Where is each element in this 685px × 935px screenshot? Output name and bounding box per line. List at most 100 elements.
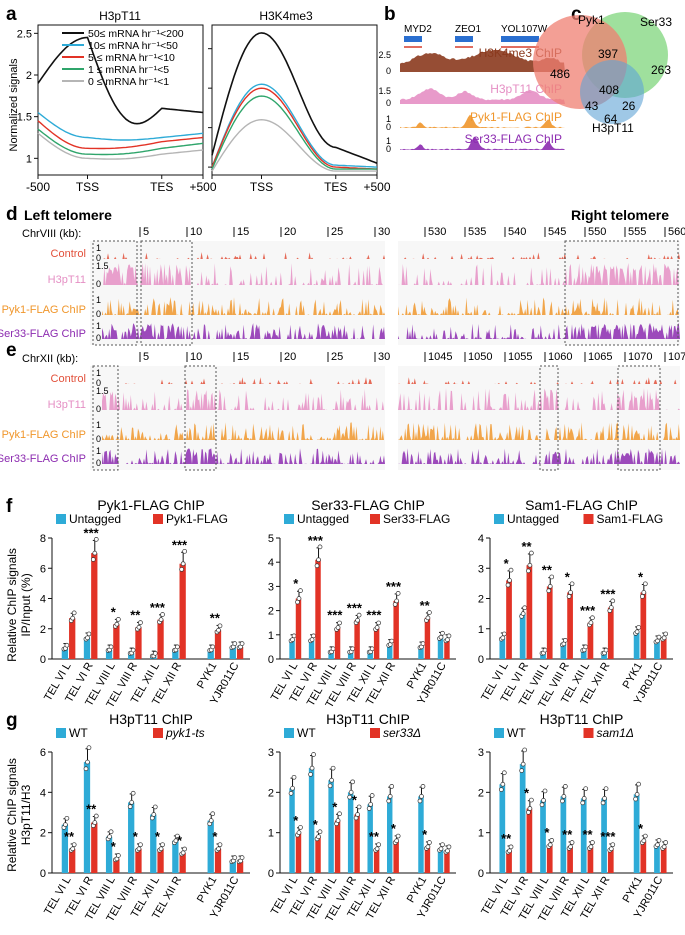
browser-track-2-label: H3pT11 — [48, 399, 86, 411]
bar-control — [172, 649, 179, 659]
bar-test — [69, 618, 76, 659]
bar-test — [113, 624, 120, 659]
axis-tick-label: 550 — [588, 226, 606, 238]
y-tick-label: 5 — [268, 533, 274, 545]
a-xtick-label: +500 — [189, 180, 216, 194]
data-point — [376, 620, 381, 626]
axis-tick-label: 535 — [468, 226, 486, 238]
y-tick-label: 0 — [478, 868, 484, 880]
data-point — [335, 625, 341, 630]
legend-label-control: WT — [507, 726, 526, 740]
bar-test — [157, 848, 164, 873]
track-zero: 0 — [386, 122, 391, 132]
y-tick-label: 1 — [268, 630, 274, 642]
browser-track-2-signal-2 — [398, 263, 680, 285]
axis-tick-label: 545 — [548, 226, 566, 238]
bar-test — [179, 563, 186, 659]
data-point — [563, 784, 568, 789]
browser-track-zero: 0 — [96, 404, 101, 414]
axis-tick-label: 15 — [237, 351, 249, 363]
browser-track-2-label: H3pT11 — [48, 274, 86, 286]
data-point — [507, 577, 512, 583]
data-point — [394, 838, 400, 844]
axis-tick-label: 10 — [190, 351, 202, 363]
bar-test — [546, 586, 553, 659]
data-point — [335, 818, 341, 823]
bar-control — [633, 794, 640, 873]
highlight-box — [184, 365, 217, 471]
y-tick-label: 2 — [268, 787, 274, 799]
data-point — [136, 846, 142, 852]
data-point — [526, 809, 531, 815]
data-point — [308, 772, 313, 777]
data-point — [327, 783, 333, 789]
bar-control — [418, 646, 424, 659]
data-point — [641, 590, 647, 595]
legend-label-test: Pyk1-FLAG — [166, 512, 228, 526]
highlight-box — [617, 365, 661, 471]
y-tick-label: 3 — [478, 747, 484, 759]
bar-test — [354, 620, 360, 659]
panel-e: ChrXII (kb): 5 10 15 20 25 30 1045 1050 1055 1060… — [0, 351, 685, 471]
data-point — [350, 779, 355, 785]
bar-test — [214, 630, 222, 659]
data-point — [309, 765, 315, 771]
browser-track-scale: 1 — [96, 243, 101, 253]
panel-f-label: f — [6, 496, 13, 517]
axis-tick-label: 530 — [428, 226, 446, 238]
data-point — [347, 794, 352, 800]
axis-tick-label: 1050 — [468, 351, 492, 363]
legend-swatch-test — [153, 728, 163, 738]
data-point — [641, 838, 647, 844]
bar-test — [135, 848, 142, 873]
data-point — [127, 804, 133, 810]
significance-stars: *** — [308, 533, 324, 548]
significance-stars: ** — [562, 827, 573, 842]
browser-track-zero: 0 — [96, 434, 101, 444]
data-point — [152, 804, 158, 810]
y-tick-label: 1 — [478, 828, 484, 840]
y-tick-label: 3 — [478, 563, 484, 575]
venn-count-ser33-only: 263 — [651, 63, 671, 77]
significance-stars: *** — [600, 829, 616, 844]
bar-chart-title: Pyk1-FLAG ChIP — [97, 497, 204, 513]
legend-label: 1 ≤ mRNA hr⁻¹<5 — [88, 64, 169, 76]
data-point — [440, 842, 445, 848]
data-point — [356, 804, 362, 810]
browser-track-1-label: Control — [51, 248, 86, 260]
bar-control — [289, 639, 295, 659]
bar-control — [633, 631, 640, 659]
bar-control — [367, 651, 373, 659]
bar-control — [105, 649, 113, 659]
significance-stars: * — [293, 576, 299, 591]
significance-stars: ** — [64, 829, 75, 844]
data-point — [70, 615, 76, 621]
axis-tick-label: 560 — [668, 226, 685, 238]
data-point — [374, 846, 380, 852]
significance-stars: * — [212, 829, 218, 844]
data-point — [656, 634, 662, 640]
bar-test — [91, 553, 98, 659]
a-ytick-label: 2.5 — [17, 28, 32, 40]
panel-a: Normalized signals H3pT11 H3K4me3 1 1.5 2 2… — [8, 9, 391, 194]
bar-test — [91, 822, 98, 873]
data-point — [602, 796, 607, 801]
data-point — [588, 620, 594, 626]
data-point — [376, 842, 381, 848]
bar-test — [526, 808, 533, 873]
legend-label-control: WT — [297, 726, 316, 740]
data-point — [92, 820, 98, 825]
data-point — [583, 644, 589, 650]
significance-stars: ** — [86, 802, 97, 817]
bar-test — [135, 627, 142, 659]
data-point — [420, 641, 426, 646]
data-point — [600, 800, 606, 806]
y-tick-label: 6 — [40, 747, 46, 759]
legend-label-control: WT — [69, 726, 88, 740]
gene-name: ZEO1 — [455, 24, 482, 35]
chart-a2-title: H3K4me3 — [259, 9, 313, 23]
data-point — [438, 634, 444, 640]
data-point — [314, 563, 320, 569]
bar-control — [128, 802, 135, 873]
f-ylabel-1: Relative ChIP signals — [5, 548, 19, 662]
